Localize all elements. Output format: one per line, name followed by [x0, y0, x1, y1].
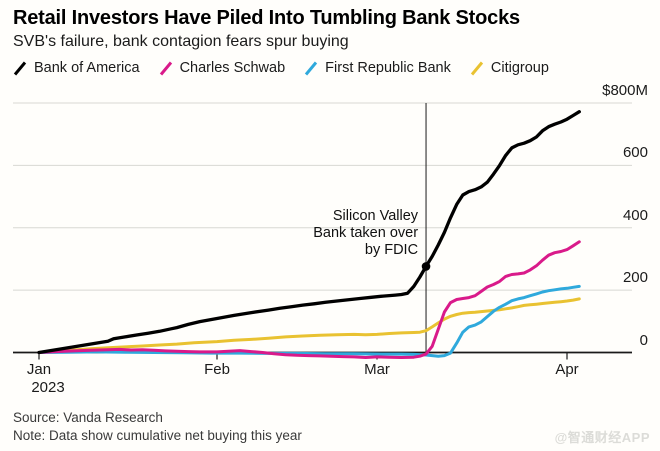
legend-slash-citigroup-icon: [470, 61, 484, 75]
watermark: @智通财经APP: [554, 430, 650, 445]
x-tick-label-feb: Feb: [204, 361, 230, 378]
annotation: Silicon Valley Bank taken over by FDIC: [313, 208, 418, 259]
annotation-line: Silicon Valley: [332, 208, 419, 224]
footer: Source: Vanda Research Note: Data show c…: [13, 409, 302, 445]
series-line-charles-schwab: [37, 240, 581, 359]
legend-slash-charles-schwab-icon: [159, 61, 172, 75]
legend-slash-first-republic-bank-icon: [305, 61, 318, 75]
series-line-bank-of-america: [37, 110, 581, 355]
legend-item-charles-schwab: Charles Schwab: [159, 60, 286, 76]
series-line-citigroup: [37, 297, 581, 354]
annotation-line: Bank taken over: [313, 225, 419, 241]
x-tick-label-jan: Jan: [26, 361, 52, 378]
legend-label: Citigroup: [490, 60, 549, 76]
legend-slash-bank-of-america-icon: [13, 61, 27, 75]
y-tick-label-800: $800M: [602, 82, 648, 99]
legend-item-citigroup: Citigroup: [470, 60, 549, 76]
fdic-event-marker-dot: [421, 262, 431, 271]
legend-label: First Republic Bank: [325, 60, 451, 76]
series-line-first-republic-bank: [37, 284, 581, 358]
x-tick-label-apr: Apr: [555, 361, 579, 378]
x-axis-year-label: 2023: [31, 379, 65, 396]
legend-item-bank-of-america: Bank of America: [13, 60, 140, 76]
y-tick-label-200: 200: [622, 269, 648, 287]
y-tick-label-600: 600: [622, 144, 648, 162]
data-note: Note: Data show cumulative net buying th…: [13, 428, 302, 443]
legend-label: Bank of America: [34, 60, 140, 76]
y-tick-label-400: 400: [622, 206, 648, 224]
annotation-line: by FDIC: [364, 242, 419, 258]
page-title: Retail Investors Have Piled Into Tumblin…: [13, 7, 520, 29]
y-tick-label-0: 0: [639, 331, 648, 349]
chart-subtitle: SVB's failure, bank contagion fears spur…: [13, 33, 349, 50]
legend: Bank of America Charles Schwab First Repub…: [13, 60, 549, 76]
x-tick-label-mar: Mar: [364, 361, 390, 378]
legend-item-first-republic-bank: First Republic Bank: [304, 60, 451, 76]
legend-label: Charles Schwab: [179, 60, 286, 76]
source-note: Source: Vanda Research: [13, 410, 163, 425]
